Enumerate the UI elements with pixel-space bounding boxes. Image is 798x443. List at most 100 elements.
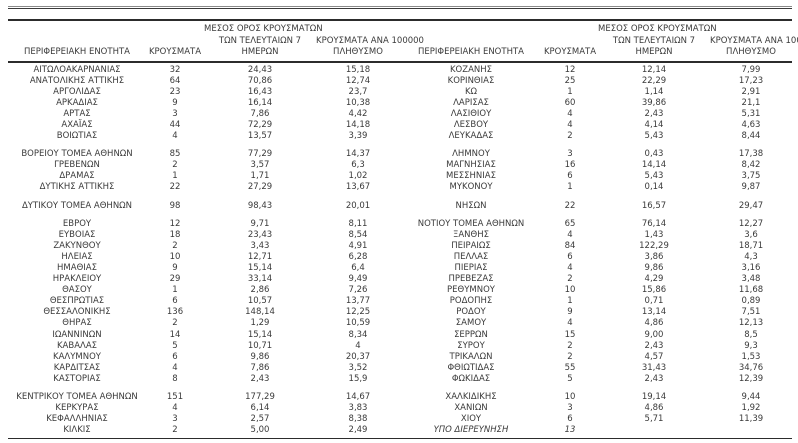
region-cell: ΠΕΙΡΑΙΩΣ	[451, 240, 491, 251]
table-row: ΗΜΑΘΙΑΣ 9 15,14 6,4 ΠΙΕΡΙΑΣ 4 9,86 3,16	[8, 263, 792, 274]
per100k-cell: 15,18	[345, 64, 371, 75]
avg7-cell: 24,43	[247, 64, 273, 75]
avg7-cell: 0,71	[644, 296, 664, 307]
per100k-cell: 9,3	[744, 340, 758, 351]
region-cell: ΡΟΔΟΠΗΣ	[449, 296, 493, 307]
per100k-cell: 10,59	[345, 318, 371, 329]
per100k-cell: 3,52	[348, 362, 368, 373]
cases-cell: 13	[564, 425, 576, 436]
per100k-cell: 3,6	[744, 229, 758, 240]
avg7-cell: 15,14	[247, 329, 273, 340]
table-row: ΙΩΑΝΝΙΝΩΝ 14 15,14 8,34 ΣΕΡΡΩΝ 15 9,00 8,5	[8, 330, 792, 341]
avg7-cell: 9,86	[644, 263, 664, 273]
cases-cell: 32	[169, 64, 181, 75]
per100k-cell: 6,28	[348, 251, 368, 262]
cases-cell: 12	[564, 64, 576, 75]
cases-cell: 12	[169, 218, 181, 229]
avg7-cell: 2,43	[644, 340, 664, 351]
avg7-cell: 9,71	[250, 218, 270, 229]
cases-cell: 9	[172, 97, 178, 108]
section-gap	[8, 212, 792, 219]
table-container: ΠΕΡΙΦΕΡΕΙΑΚΗ ΕΝΟΤΗΤΑ ΚΡΟΥΣΜΑΤΑ ΜΕΣΟΣ ΟΡΟ…	[8, 6, 798, 443]
region-cell: ΓΡΕΒΕΝΩΝ	[54, 160, 100, 171]
per100k-cell: 3,16	[741, 263, 761, 273]
table-row: ΗΡΑΚΛΕΙΟΥ 29 33,14 9,49 ΠΡΕΒΕΖΑΣ 2 4,29 3,48	[8, 274, 792, 285]
avg7-cell: 19,14	[641, 392, 667, 403]
avg7-cell: 7,86	[250, 362, 270, 373]
region-cell: ΣΥΡΟΥ	[457, 340, 485, 351]
cases-cell: 3	[172, 108, 178, 119]
region-cell: ΥΠΟ ΔΙΕΡΕΥΝΗΣΗ	[433, 425, 509, 436]
avg7-cell: 9,86	[250, 351, 270, 362]
avg7-cell: 7,86	[250, 108, 270, 119]
avg7-cell: 13,57	[247, 131, 273, 142]
cases-cell: 6	[172, 296, 178, 307]
table-row: ΚΑΡΔΙΤΣΑΣ 4 7,86 3,52 ΦΘΙΩΤΙΔΑΣ 55 31,43 34,76	[8, 363, 792, 374]
table-row: ΘΗΡΑΣ 2 1,29 10,59 ΣΑΜΟΥ 4 4,86 12,13	[8, 318, 792, 329]
cases-cell: 2	[172, 160, 178, 171]
region-cell: ΒΟΡΕΙΟΥ ΤΟΜΕΑ ΑΘΗΝΩΝ	[21, 149, 133, 160]
per100k-cell: 8,42	[741, 160, 761, 171]
avg7-cell: 4,29	[644, 274, 664, 285]
per100k-cell: 17,23	[738, 75, 764, 86]
table-row: ΑΡΓΟΛΙΔΑΣ 23 16,43 23,7 ΚΩ 1 1,14 2,91	[8, 87, 792, 98]
region-cell: ΛΕΣΒΟΥ	[453, 119, 489, 130]
per100k-cell: 20,01	[345, 200, 371, 211]
region-cell: ΒΟΙΩΤΙΑΣ	[56, 131, 98, 142]
region-cell: ΚΑΛΥΜΝΟΥ	[53, 351, 101, 362]
cases-cell: 16	[564, 160, 576, 171]
cases-cell: 2	[567, 274, 573, 285]
avg7-cell: 2,43	[644, 108, 664, 119]
region-cell: ΧΙΟΥ	[460, 414, 482, 425]
cases-cell: 4	[567, 229, 573, 240]
header-per100k-left: ΚΡΟΥΣΜΑΤΑ ΑΝΑ 100000 ΠΛΗΘΥΣΜΟ	[316, 36, 424, 59]
table-row: ΚΑΛΥΜΝΟΥ 6 9,86 20,37 ΤΡΙΚΑΛΩΝ 2 4,57 1,53	[8, 352, 792, 363]
section-gap	[8, 385, 792, 392]
avg7-cell	[598, 425, 710, 436]
per100k-cell: 14,67	[345, 392, 371, 403]
region-cell: ΦΘΙΩΤΙΔΑΣ	[447, 362, 495, 373]
cases-cell: 5	[567, 373, 573, 384]
region-cell: ΛΗΜΝΟΥ	[452, 149, 490, 160]
per100k-cell: 9,49	[348, 274, 368, 285]
avg7-cell: 2,57	[250, 414, 270, 425]
per100k-cell: 1,92	[741, 403, 761, 414]
cases-cell: 60	[564, 97, 576, 108]
per100k-cell: 23,7	[348, 86, 368, 97]
cases-cell: 6	[172, 351, 178, 362]
per100k-cell: 4	[355, 340, 361, 351]
avg7-cell: 1,71	[250, 171, 270, 182]
cases-cell: 151	[166, 392, 184, 403]
per100k-cell: 20,37	[345, 351, 371, 362]
cases-cell: 10	[564, 285, 576, 296]
cases-cell: 3	[567, 149, 573, 160]
region-cell: ΚΟΡΙΝΘΙΑΣ	[447, 75, 495, 86]
per100k-cell: 2,49	[348, 425, 368, 436]
per100k-cell: 1,02	[348, 171, 368, 182]
region-cell: ΘΕΣΣΑΛΟΝΙΚΗΣ	[43, 307, 111, 318]
cases-cell: 8	[172, 373, 178, 384]
per100k-cell: 2,91	[741, 86, 761, 97]
region-cell: ΕΥΒΟΙΑΣ	[58, 229, 96, 240]
cases-cell: 10	[169, 251, 181, 262]
section-gap	[8, 142, 792, 149]
avg7-cell: 76,14	[641, 218, 667, 229]
region-cell: ΚΩ	[464, 86, 478, 97]
region-cell: ΙΩΑΝΝΙΝΩΝ	[52, 329, 102, 340]
avg7-cell: 10,71	[247, 340, 273, 351]
table-row: ΚΑΒΑΛΑΣ 5 10,71 4 ΣΥΡΟΥ 2 2,43 9,3	[8, 341, 792, 352]
region-cell: ΚΟΖΑΝΗΣ	[449, 64, 493, 75]
table-row: ΑΙΤΩΛΟΑΚΑΡΝΑΝΙΑΣ 32 24,43 15,18 ΚΟΖΑΝΗΣ 12 12,…	[8, 65, 792, 76]
per100k-cell: 4,91	[348, 240, 368, 251]
header-avg7-left: ΜΕΣΟΣ ΟΡΟΣ ΚΡΟΥΣΜΑΤΩΝ ΤΩΝ ΤΕΛΕΥΤΑΙΩΝ 7 Η…	[204, 24, 323, 59]
avg7-cell: 98,43	[247, 200, 273, 211]
per100k-cell: 13,77	[345, 296, 371, 307]
header-avg7-right-line2: ΤΩΝ ΤΕΛΕΥΤΑΙΩΝ 7	[612, 35, 696, 46]
region-cell: ΝΟΤΙΟΥ ΤΟΜΕΑ ΑΘΗΝΩΝ	[417, 218, 525, 229]
region-cell: ΜΑΓΝΗΣΙΑΣ	[446, 160, 496, 171]
header-avg7-right-line3: ΗΜΕΡΩΝ	[635, 47, 673, 57]
header-avg7-right-line1: ΜΕΣΟΣ ΟΡΟΣ ΚΡΟΥΣΜΑΤΩΝ	[598, 24, 717, 34]
avg7-cell: 31,43	[641, 362, 667, 373]
per100k-cell: 18,71	[738, 240, 764, 251]
